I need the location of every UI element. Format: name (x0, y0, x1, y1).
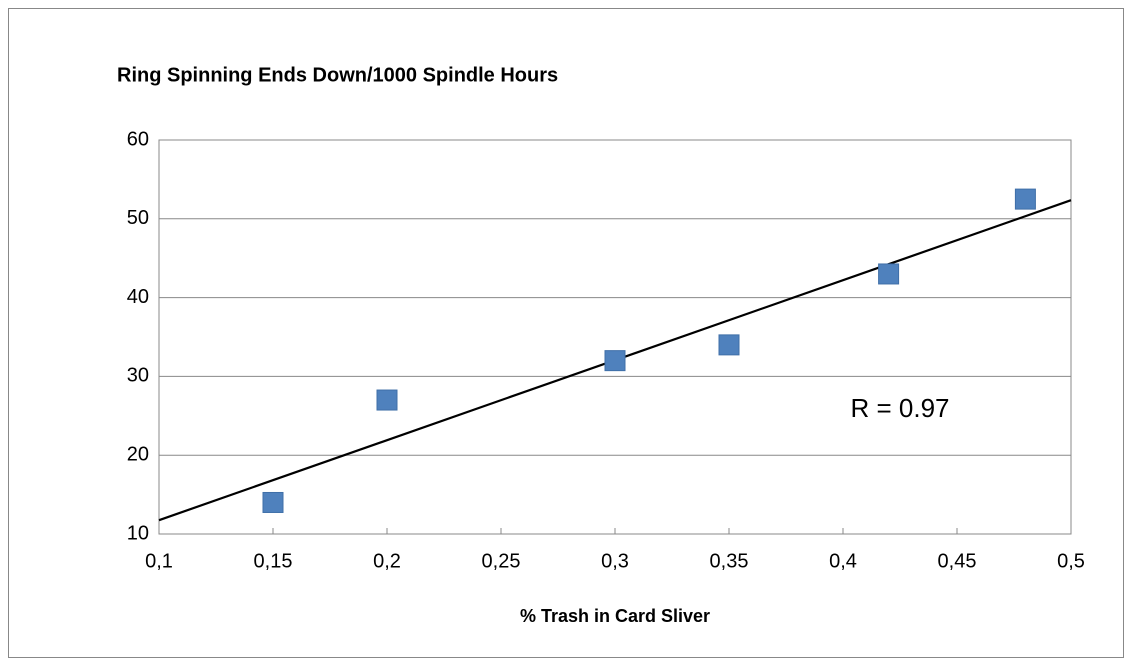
x-tick-label: 0,2 (373, 550, 401, 572)
annotation: R = 0.97 (850, 393, 949, 423)
chart-title: Ring Spinning Ends Down/1000 Spindle Hou… (117, 64, 558, 86)
scatter-point (262, 491, 284, 513)
scatter-point (604, 350, 626, 372)
chart-frame (8, 8, 1124, 658)
x-tick-label: 0,5 (1057, 550, 1085, 572)
y-tick-label: 20 (127, 443, 149, 465)
x-tick-label: 0,35 (710, 550, 749, 572)
scatter-point (376, 389, 398, 411)
scatter-point (718, 334, 740, 356)
y-tick-label: 40 (127, 286, 149, 308)
y-tick-label: 30 (127, 365, 149, 387)
y-tick-label: 10 (127, 522, 149, 544)
x-tick-label: 0,45 (938, 550, 977, 572)
x-tick-label: 0,25 (482, 550, 521, 572)
x-tick-label: 0,4 (829, 550, 857, 572)
scatter-point (878, 263, 900, 285)
x-axis-title: % Trash in Card Sliver (520, 606, 710, 626)
y-tick-label: 50 (127, 207, 149, 229)
scatter-point (1014, 188, 1036, 210)
y-tick-label: 60 (127, 128, 149, 150)
x-tick-label: 0,1 (145, 550, 173, 572)
x-tick-label: 0,3 (601, 550, 629, 572)
x-tick-label: 0,15 (254, 550, 293, 572)
